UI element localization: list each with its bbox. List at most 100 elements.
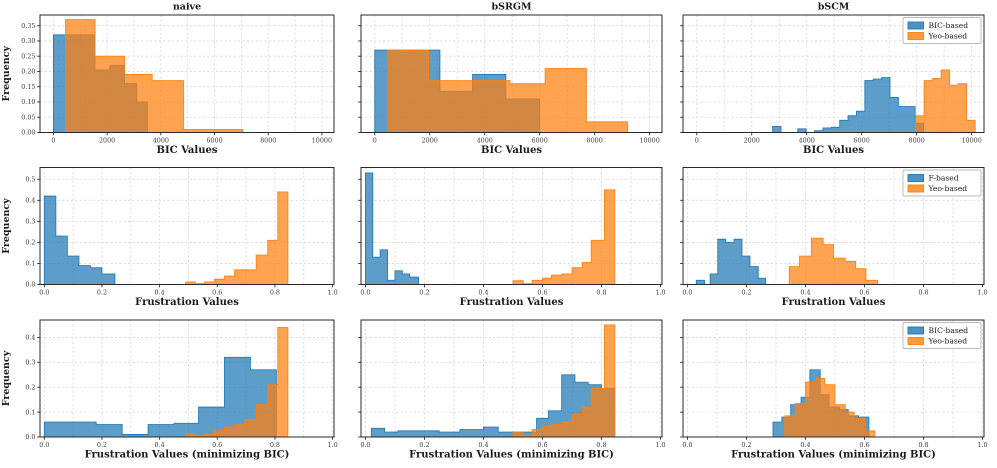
x-tick-label: 1.0: [327, 289, 337, 297]
x-tick-label: 6000: [854, 137, 870, 145]
x-tick-label: 6000: [206, 137, 222, 145]
y-tick-label: 0.00: [21, 129, 35, 137]
y-tick-label: 0.30: [21, 37, 35, 45]
subplot-frusbic-bsrgm: 0.0 0.2 0.4 0.6 0.8 1.0 Frustration Values (mi…: [358, 319, 666, 461]
x-tick-label: 1.0: [977, 289, 987, 297]
x-tick-label: 0.8: [596, 289, 606, 297]
x-tick-label: 0.2: [741, 441, 751, 449]
subplot-title: naive: [173, 2, 201, 13]
x-tick-label: 0.2: [419, 289, 429, 297]
x-tick-label: 0.0: [39, 441, 49, 449]
subplot-bic-bscm: 0 2000 4000 6000 8000 10000 bSCM BIC Values BIC-…: [680, 2, 985, 156]
x-axis-label: Frustration Values: [782, 297, 886, 308]
y-tick-label: 0.1: [25, 408, 35, 416]
x-axis-label: Frustration Values (minimizing BIC): [85, 450, 290, 461]
y-tick-label: 0.0: [25, 433, 35, 441]
legend-label: F-based: [929, 174, 959, 183]
y-tick-label: 0.3: [25, 218, 35, 226]
legend-swatch-orange: [907, 337, 924, 345]
x-axis-label: Frustration Values (minimizing BIC): [409, 450, 614, 461]
legend-swatch-blue: [907, 21, 924, 30]
x-tick-label: 4000: [153, 137, 169, 145]
histogram-bic-based: [370, 374, 616, 438]
plot-border: [682, 319, 985, 438]
x-axis-label: Frustration Values (minimizing BIC): [731, 450, 936, 461]
y-tick-label: 0.20: [21, 68, 35, 76]
histogram-yeo-based: [185, 191, 289, 285]
x-tick-label: 8000: [909, 137, 925, 145]
y-tick-label: 0.0: [25, 281, 35, 289]
legend-label: BIC-based: [929, 326, 969, 335]
y-axis-label: Frequency: [1, 46, 12, 102]
x-tick-label: 0.6: [212, 441, 222, 449]
y-tick-label: 0.4: [25, 197, 35, 205]
subplot-frusbic-bscm: 0.0 0.2 0.4 0.6 0.8 1.0 Frustration Values (mi…: [680, 319, 988, 461]
x-tick-label: 0.6: [859, 289, 869, 297]
legend-label: Yeo-based: [928, 184, 968, 193]
y-tick-label: 0.1: [25, 260, 35, 268]
x-tick-label: 0.6: [212, 289, 222, 297]
x-axis-label: BIC Values: [803, 145, 864, 156]
y-axis-label: Frequency: [1, 198, 12, 254]
gridlines: [361, 167, 662, 285]
plot-border: [39, 167, 335, 285]
histogram-bic-based: [772, 77, 924, 133]
x-tick-label: 0.8: [918, 441, 928, 449]
legend-swatch-orange: [907, 184, 924, 193]
x-axis-label: BIC Values: [157, 145, 218, 156]
x-tick-label: 0.0: [39, 289, 49, 297]
histogram-yeo-based: [915, 69, 976, 133]
x-tick-label: 1.0: [977, 441, 987, 449]
x-tick-label: 0.4: [800, 289, 810, 297]
x-tick-label: 10000: [639, 137, 659, 145]
histogram-bic-based: [43, 356, 277, 438]
histogram-yeo-based: [512, 324, 616, 438]
histogram-yeo-based: [65, 19, 244, 133]
x-tick-label: 0.2: [741, 289, 751, 297]
legend-swatch-blue: [907, 326, 924, 335]
x-tick-label: 0.0: [360, 441, 370, 449]
x-tick-label: 0.4: [155, 441, 165, 449]
x-tick-label: 10000: [961, 137, 981, 145]
subplot-bic-bsrgm: 0 2000 4000 6000 8000 10000 bSRGM BIC Values: [358, 2, 663, 156]
plot-border: [360, 319, 663, 438]
x-tick-label: 0.6: [859, 441, 869, 449]
subplot-bic-naive: 0 2000 4000 6000 8000 10000 0.00 0.05 0.10 0.15 0.…: [1, 2, 335, 156]
x-tick-label: 0: [373, 137, 377, 145]
legend-swatch-blue: [907, 174, 924, 182]
gridlines: [40, 320, 334, 437]
y-tick-label: 0.05: [21, 113, 35, 121]
gridlines: [40, 167, 334, 285]
plot-border: [682, 14, 985, 133]
y-tick-label: 0.10: [21, 98, 35, 106]
histogram-yeo-based: [788, 237, 879, 285]
x-axis-label: BIC Values: [481, 145, 542, 156]
y-tick-label: 0.3: [25, 359, 35, 367]
histogram-yeo-based: [185, 327, 289, 438]
histogram-f-based: [364, 172, 419, 285]
histogram-yeo-based: [784, 378, 876, 438]
gridlines: [361, 320, 662, 437]
x-tick-label: 10000: [312, 137, 332, 145]
x-tick-label: 0.4: [800, 441, 810, 449]
y-tick-label: 0.2: [25, 383, 35, 391]
x-tick-label: 8000: [260, 137, 276, 145]
x-tick-label: 2000: [744, 137, 760, 145]
x-tick-label: 0.8: [270, 441, 280, 449]
subplot-title: bSRGM: [491, 2, 532, 13]
x-tick-label: 2000: [422, 137, 438, 145]
plot-border: [39, 319, 335, 438]
x-tick-label: 6000: [532, 137, 548, 145]
x-tick-label: 0.0: [682, 441, 692, 449]
y-tick-label: 0.5: [25, 175, 35, 183]
x-tick-label: 1.0: [655, 441, 665, 449]
subplot-frus-bscm: 0.0 0.2 0.4 0.6 0.8 1.0 Frustration Values F-ba…: [680, 167, 988, 308]
legend-label: Yeo-based: [928, 337, 968, 346]
legend: BIC-based Yeo-based: [902, 322, 982, 349]
histogram-f-based: [43, 195, 116, 285]
x-tick-label: 2000: [99, 137, 115, 145]
x-tick-label: 0.8: [270, 289, 280, 297]
histogram-f-based: [695, 238, 767, 285]
